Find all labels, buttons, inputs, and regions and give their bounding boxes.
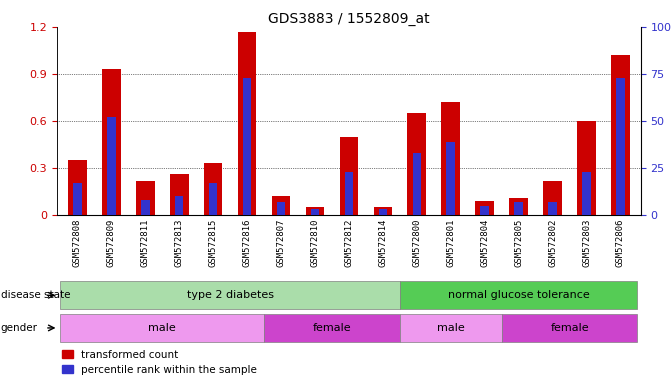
Bar [611,55,630,215]
Bar [277,202,285,215]
Text: GSM572808: GSM572808 [73,218,82,266]
Bar [243,78,252,215]
Text: GSM572805: GSM572805 [514,218,523,266]
Bar [175,196,183,215]
Bar [102,69,121,215]
Bar [509,198,528,215]
Bar [170,174,189,215]
Bar [475,201,494,215]
Bar [141,200,150,215]
Bar [340,137,358,215]
Bar [272,196,291,215]
Text: GSM572802: GSM572802 [548,218,557,266]
Bar [68,160,87,215]
Text: GSM572800: GSM572800 [412,218,421,266]
Bar [413,153,421,215]
Text: GSM572804: GSM572804 [480,218,489,266]
Bar [515,202,523,215]
Text: normal glucose tolerance: normal glucose tolerance [448,290,590,300]
Text: GSM572801: GSM572801 [446,218,455,266]
Bar [582,172,590,215]
Bar [502,314,637,342]
Bar [311,209,319,215]
Text: GSM572812: GSM572812 [344,218,354,266]
Bar [209,183,217,215]
Text: GSM572806: GSM572806 [616,218,625,266]
Text: GSM572807: GSM572807 [276,218,286,266]
Bar [407,113,426,215]
Text: GSM572803: GSM572803 [582,218,591,266]
Legend: transformed count, percentile rank within the sample: transformed count, percentile rank withi… [62,350,257,375]
Bar [446,142,455,215]
Text: GSM572815: GSM572815 [209,218,217,266]
Bar [400,281,637,310]
Bar [577,121,596,215]
Bar [345,172,353,215]
Text: type 2 diabetes: type 2 diabetes [187,290,274,300]
Text: disease state: disease state [1,290,70,300]
Text: male: male [437,323,464,333]
Bar [264,314,400,342]
Text: GSM572814: GSM572814 [378,218,387,266]
Bar [60,314,264,342]
Bar [306,207,324,215]
Bar [548,202,557,215]
Bar [374,207,392,215]
Text: GSM572816: GSM572816 [243,218,252,266]
Bar [544,180,562,215]
Bar [480,206,489,215]
Text: GSM572810: GSM572810 [311,218,319,266]
Bar [204,163,223,215]
Text: female: female [313,323,351,333]
Bar [238,31,256,215]
Title: GDS3883 / 1552809_at: GDS3883 / 1552809_at [268,12,429,26]
Bar [378,209,387,215]
Text: GSM572813: GSM572813 [174,218,184,266]
Bar [73,183,82,215]
Bar [400,314,502,342]
Text: gender: gender [1,323,38,333]
Bar [442,102,460,215]
Text: GSM572811: GSM572811 [141,218,150,266]
Text: male: male [148,323,176,333]
Bar [60,281,400,310]
Text: GSM572809: GSM572809 [107,218,116,266]
Bar [107,117,115,215]
Text: female: female [550,323,589,333]
Bar [616,78,625,215]
Bar [136,180,154,215]
